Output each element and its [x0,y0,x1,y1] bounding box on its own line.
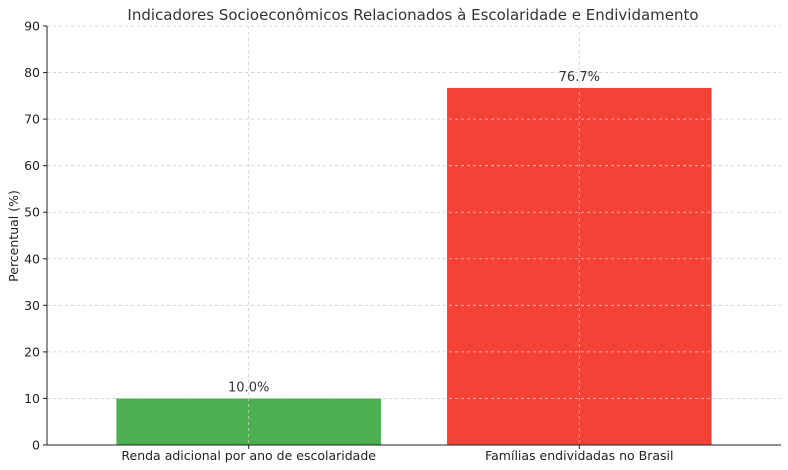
data-label: 10.0% [228,380,269,395]
y-tick-label: 10 [24,391,40,406]
data-label: 76.7% [559,70,600,85]
chart-title: Indicadores Socioeconômicos Relacionados… [127,6,698,24]
y-axis-label: Percentual (%) [6,190,21,282]
tick-labels: 0 10 20 30 40 50 60 70 80 90 Renda adicional por a… [24,19,673,464]
y-tick-label: 80 [24,65,40,80]
bars [116,87,712,446]
axes [43,25,781,449]
data-labels: 10.0% 76.7% [228,70,600,396]
y-tick-label: 30 [24,298,40,313]
y-tick-label: 70 [24,112,40,127]
y-tick-label: 40 [24,251,40,266]
x-tick-label: Renda adicional por ano de escolaridade [121,448,376,463]
x-tick-label: Famílias endividadas no Brasil [485,448,673,463]
y-tick-label: 50 [24,205,40,220]
y-tick-label: 0 [32,438,40,453]
y-tick-label: 60 [24,158,40,173]
y-tick-label: 90 [24,19,40,34]
y-tick-label: 20 [24,344,40,359]
